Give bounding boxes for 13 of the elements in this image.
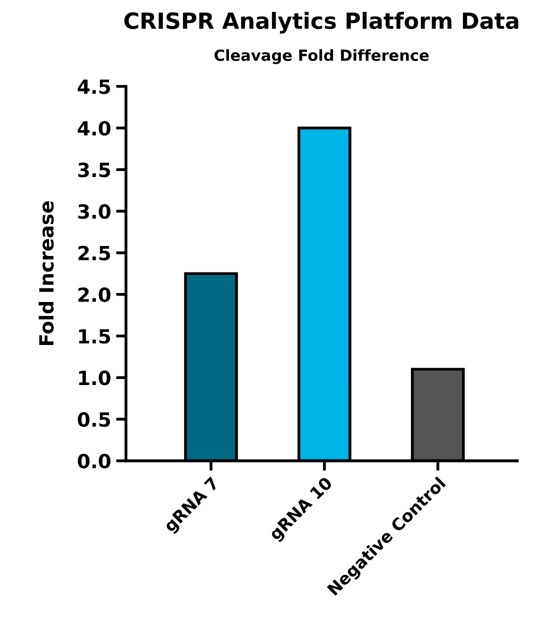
y-tick-label: 4.0 (78, 120, 110, 136)
y-tick-label: 3.0 (78, 204, 110, 219)
chart-title: CRISPR Analytics Platform Data (124, 12, 518, 34)
y-tick-label: 2.0 (78, 287, 110, 302)
y-tick-label: 4.5 (78, 80, 110, 94)
chart-subtitle: Cleavage Fold Difference (214, 49, 429, 64)
y-tick-label: 0.0 (78, 454, 110, 468)
y-tick-label: 1.5 (79, 329, 110, 344)
y-tick-label: 3.5 (78, 162, 110, 178)
y-tick-label: 2.5 (78, 246, 110, 260)
y-tick-label: 0.5 (78, 412, 110, 427)
y-axis-title: Fold Increase (38, 201, 54, 346)
y-tick-label: 1.0 (79, 370, 110, 386)
